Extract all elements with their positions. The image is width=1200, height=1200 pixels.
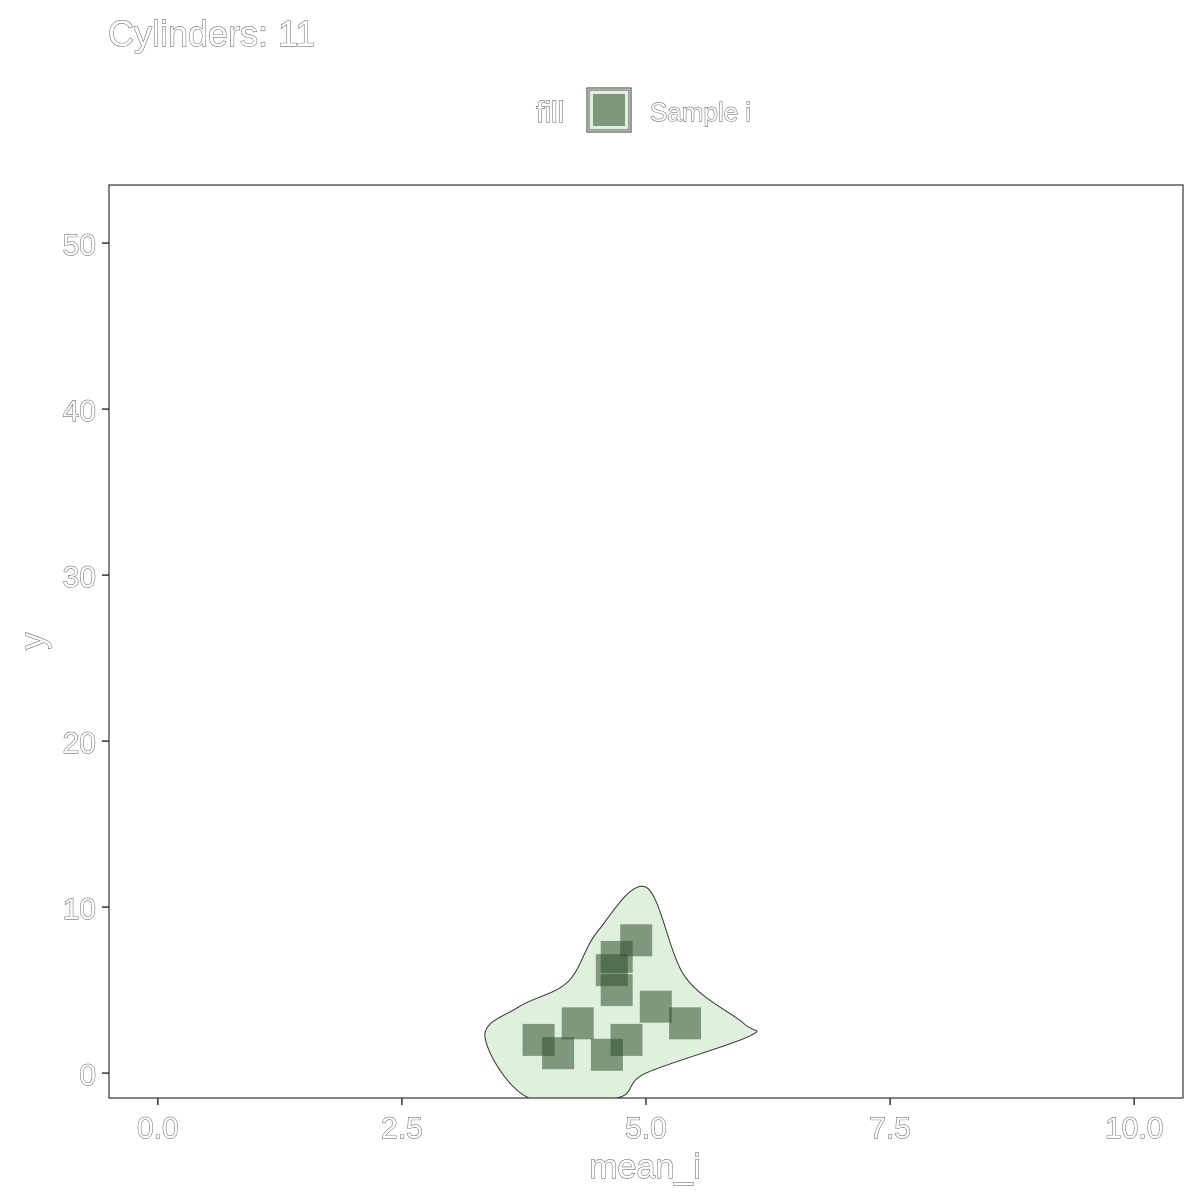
- data-point: [600, 974, 633, 1007]
- plot-area: 0 10 20 30 40 50 0.0 2.5 5.0 7.5 10.0: [62, 184, 1184, 1145]
- data-point: [542, 1037, 575, 1070]
- legend-title: fill: [536, 96, 564, 129]
- x-tick-label: 2.5: [381, 1112, 423, 1145]
- y-axis-label: y: [14, 633, 52, 650]
- y-tick-label: 40: [63, 395, 96, 428]
- y-tick-label: 30: [63, 561, 96, 594]
- legend-label: Sample i: [650, 97, 751, 127]
- x-tick-label: 5.0: [625, 1112, 667, 1145]
- y-tick-label: 0: [79, 1059, 96, 1092]
- data-point: [610, 1023, 643, 1056]
- data-point: [561, 1007, 594, 1040]
- x-tick-label: 7.5: [869, 1112, 911, 1145]
- data-point: [620, 924, 653, 957]
- legend-key-point: [593, 94, 625, 126]
- x-tick-label: 10.0: [1105, 1112, 1163, 1145]
- panel-content: [484, 885, 758, 1098]
- y-tick-label: 20: [63, 727, 96, 760]
- data-point: [669, 1007, 702, 1040]
- y-tick-label: 50: [63, 229, 96, 262]
- x-tick-label: 0.0: [137, 1112, 179, 1145]
- x-axis-label: mean_i: [589, 1148, 701, 1186]
- data-point: [639, 990, 672, 1023]
- chart-title: Cylinders: 11: [108, 13, 315, 54]
- y-tick-label: 10: [63, 893, 96, 926]
